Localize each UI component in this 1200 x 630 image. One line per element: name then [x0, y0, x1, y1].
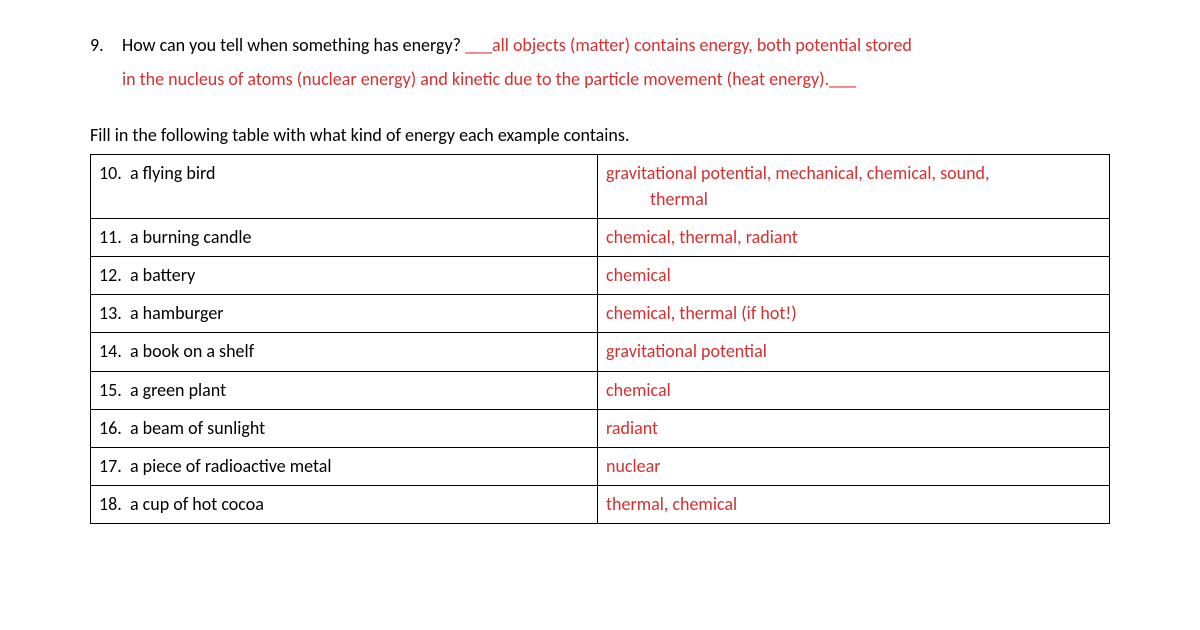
table-row: 16. a beam of sunlight radiant: [91, 409, 1110, 447]
item-cell: 16. a beam of sunlight: [91, 409, 598, 447]
question-prompt: How can you tell when something has ener…: [122, 34, 465, 56]
row-num: 12.: [99, 264, 122, 286]
item-cell: 13. a hamburger: [91, 295, 598, 333]
table-row: 17. a piece of radioactive metal nuclear: [91, 447, 1110, 485]
row-item: a beam of sunlight: [130, 417, 265, 439]
row-answer: chemical: [606, 379, 671, 401]
answer-cell: nuclear: [598, 447, 1110, 485]
row-item: a hamburger: [130, 302, 224, 324]
table-row: 18. a cup of hot cocoa thermal, chemical: [91, 486, 1110, 524]
row-item: a book on a shelf: [130, 340, 254, 362]
row-answer: chemical: [606, 264, 671, 286]
item-cell: 15. a green plant: [91, 371, 598, 409]
answer-cell: chemical: [598, 256, 1110, 294]
row-answer: nuclear: [606, 455, 661, 477]
row-answer: chemical, thermal (if hot!): [606, 302, 797, 324]
table-row: 15. a green plant chemical: [91, 371, 1110, 409]
row-num: 18.: [99, 493, 122, 515]
row-answer: radiant: [606, 417, 658, 439]
row-num: 11.: [99, 226, 122, 248]
row-answer: gravitational potential: [606, 340, 767, 362]
row-answer: thermal, chemical: [606, 493, 737, 515]
row-num: 13.: [99, 302, 122, 324]
row-num: 14.: [99, 340, 122, 362]
answer-cell: thermal, chemical: [598, 486, 1110, 524]
row-num: 17.: [99, 455, 122, 477]
energy-table: 10. a flying bird gravitational potentia…: [90, 154, 1110, 524]
question-9: 9. How can you tell when something has e…: [90, 28, 1110, 96]
table-row: 14. a book on a shelf gravitational pote…: [91, 333, 1110, 371]
table-instruction: Fill in the following table with what ki…: [90, 124, 1110, 146]
item-cell: 12. a battery: [91, 256, 598, 294]
row-answer: gravitational potential, mechanical, che…: [606, 162, 990, 184]
answer-cell: radiant: [598, 409, 1110, 447]
answer-text-line2: in the nucleus of atoms (nuclear energy)…: [122, 68, 829, 90]
question-body: How can you tell when something has ener…: [122, 28, 1110, 96]
blank-underline-end: ___: [829, 68, 856, 90]
row-item: a cup of hot cocoa: [130, 493, 264, 515]
row-item: a green plant: [130, 379, 226, 401]
row-item: a flying bird: [130, 162, 216, 184]
item-cell: 18. a cup of hot cocoa: [91, 486, 598, 524]
row-item: a battery: [130, 264, 195, 286]
table-row: 12. a battery chemical: [91, 256, 1110, 294]
answer-cell: chemical: [598, 371, 1110, 409]
table-row: 11. a burning candle chemical, thermal, …: [91, 218, 1110, 256]
blank-underline: ___: [465, 34, 492, 56]
table-row: 13. a hamburger chemical, thermal (if ho…: [91, 295, 1110, 333]
row-num: 15.: [99, 379, 122, 401]
row-answer: chemical, thermal, radiant: [606, 226, 798, 248]
answer-cell: gravitational potential, mechanical, che…: [598, 155, 1110, 218]
table-row: 10. a flying bird gravitational potentia…: [91, 155, 1110, 218]
item-cell: 10. a flying bird: [91, 155, 598, 218]
answer-cell: gravitational potential: [598, 333, 1110, 371]
row-num: 16.: [99, 417, 122, 439]
answer-cell: chemical, thermal, radiant: [598, 218, 1110, 256]
item-cell: 14. a book on a shelf: [91, 333, 598, 371]
row-num: 10.: [99, 162, 122, 184]
item-cell: 11. a burning candle: [91, 218, 598, 256]
row-item: a burning candle: [130, 226, 252, 248]
answer-cell: chemical, thermal (if hot!): [598, 295, 1110, 333]
row-answer-cont: thermal: [606, 187, 1101, 212]
item-cell: 17. a piece of radioactive metal: [91, 447, 598, 485]
question-number: 9.: [90, 28, 122, 62]
worksheet-page: 9. How can you tell when something has e…: [0, 0, 1200, 524]
row-item: a piece of radioactive metal: [130, 455, 332, 477]
answer-text-line1: all objects (matter) contains energy, bo…: [492, 34, 912, 56]
